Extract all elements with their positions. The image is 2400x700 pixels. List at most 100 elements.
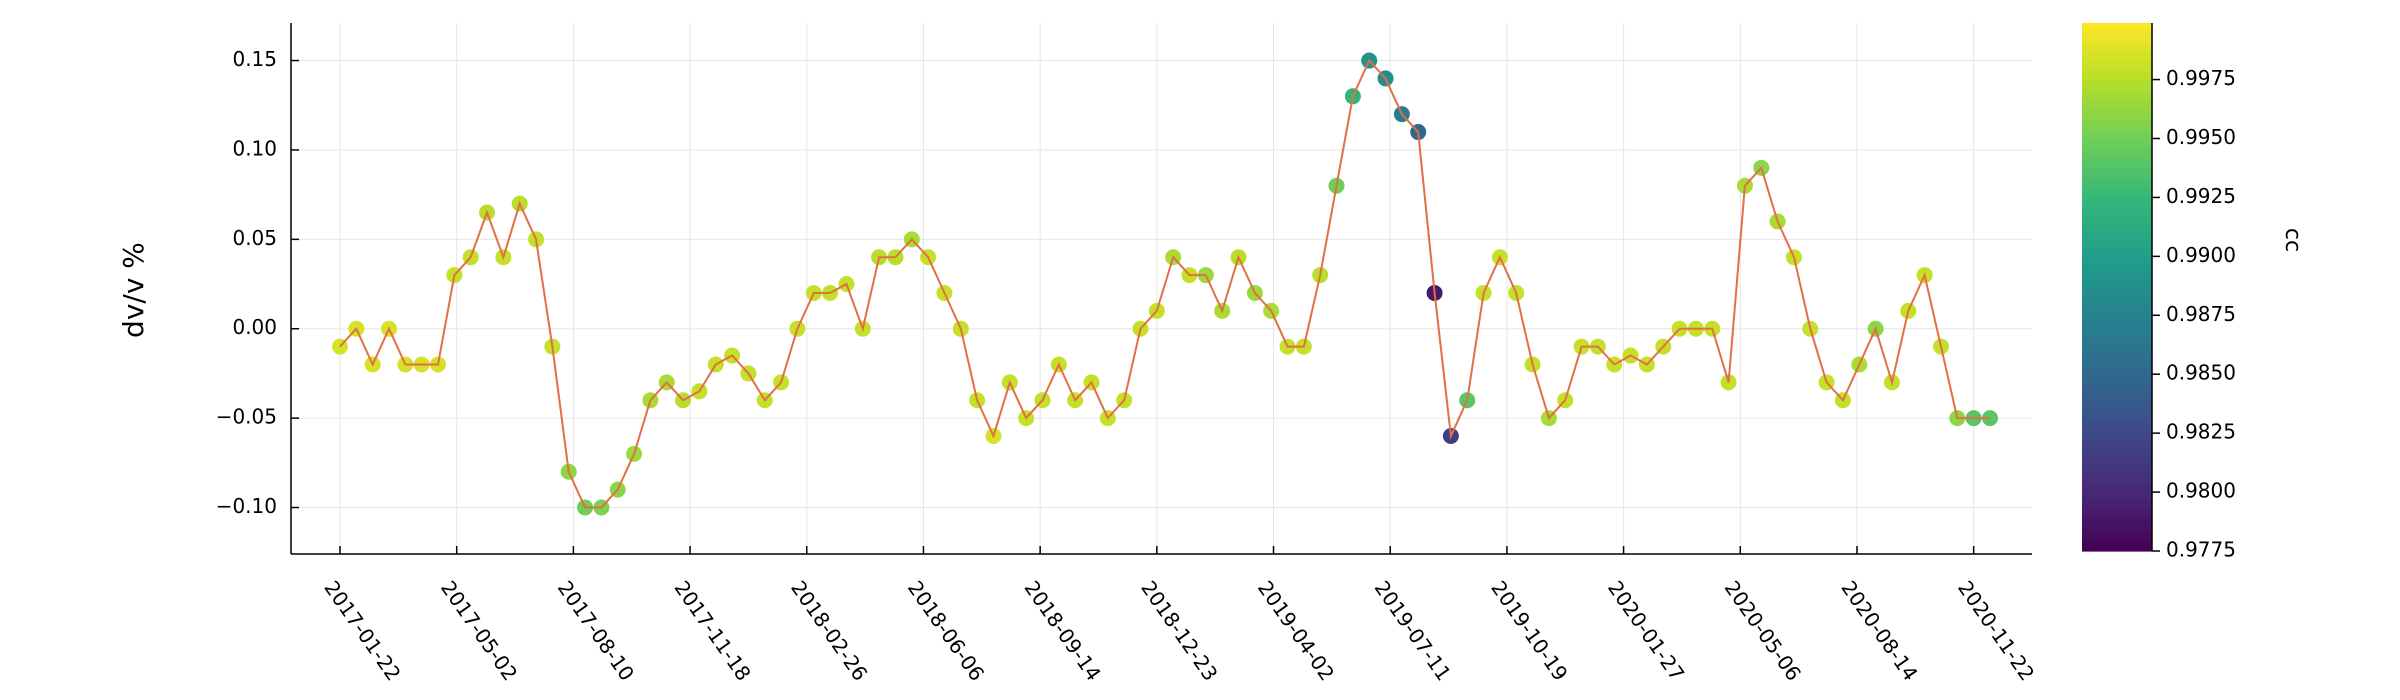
- colorbar-segment: [2082, 58, 2152, 64]
- colorbar-segment: [2082, 75, 2152, 81]
- x-tick-label: 2018-02-26: [786, 576, 872, 685]
- colorbar-segment: [2082, 423, 2152, 429]
- colorbar-segment: [2082, 115, 2152, 121]
- colorbar-segment: [2082, 234, 2152, 240]
- colorbar-segment: [2082, 137, 2152, 143]
- colorbar-segment: [2082, 370, 2152, 376]
- colorbar-segment: [2082, 168, 2152, 174]
- colorbar-segment: [2082, 537, 2152, 543]
- colorbar-segment: [2082, 80, 2152, 86]
- colorbar-tick-label: 0.9800: [2166, 479, 2236, 503]
- colorbar-segment: [2082, 449, 2152, 455]
- colorbar-segment: [2082, 238, 2152, 244]
- colorbar-segment: [2082, 45, 2152, 50]
- colorbar-segment: [2082, 379, 2152, 385]
- y-tick-label: 0.00: [232, 315, 277, 339]
- colorbar-segment: [2082, 348, 2152, 354]
- colorbar-segment: [2082, 471, 2152, 477]
- y-axis-label: dv/v %: [117, 242, 150, 338]
- x-tick-label: 2018-06-06: [903, 576, 989, 685]
- colorbar-segment: [2082, 199, 2152, 204]
- x-tick-label: 2019-07-11: [1370, 576, 1456, 685]
- colorbar-segment: [2082, 265, 2152, 270]
- x-tick-label: 2020-08-14: [1836, 576, 1922, 685]
- colorbar-segment: [2082, 181, 2152, 187]
- colorbar-segment: [2082, 287, 2152, 292]
- colorbar-segment: [2082, 150, 2152, 156]
- colorbar-segment: [2082, 529, 2152, 534]
- colorbar-segment: [2082, 185, 2152, 191]
- colorbar-segment: [2082, 172, 2152, 178]
- colorbar-segment: [2082, 401, 2152, 407]
- colorbar-segment: [2082, 524, 2152, 530]
- colorbar-segment: [2082, 322, 2152, 328]
- colorbar-segment: [2082, 212, 2152, 218]
- x-tick-label: 2020-05-06: [1720, 576, 1806, 685]
- colorbar-segment: [2082, 507, 2152, 512]
- colorbar-tick-label: 0.9900: [2166, 243, 2236, 267]
- colorbar-segment: [2082, 436, 2152, 442]
- colorbar-segment: [2082, 454, 2152, 460]
- colorbar-segment: [2082, 410, 2152, 416]
- y-tick-label: −0.05: [216, 405, 277, 429]
- colorbar-segment: [2082, 295, 2152, 301]
- colorbar-segment: [2082, 489, 2152, 495]
- colorbar-segment: [2082, 269, 2152, 275]
- colorbar-segment: [2082, 225, 2152, 231]
- colorbar-segment: [2082, 93, 2152, 99]
- colorbar-segment: [2082, 282, 2152, 288]
- colorbar-segment: [2082, 67, 2152, 72]
- colorbar-segment: [2082, 89, 2152, 94]
- colorbar-tick-label: 0.9925: [2166, 184, 2236, 208]
- colorbar-segment: [2082, 71, 2152, 77]
- colorbar-tick-label: 0.9950: [2166, 125, 2236, 149]
- colorbar-segment: [2082, 383, 2152, 389]
- colorbar-segment: [2082, 498, 2152, 504]
- colorbar-segment: [2082, 216, 2152, 222]
- colorbar-segment: [2082, 207, 2152, 213]
- colorbar-segment: [2082, 335, 2152, 341]
- colorbar-segment: [2082, 31, 2152, 37]
- x-tick-label: 2019-10-19: [1486, 576, 1572, 685]
- colorbar-segment: [2082, 251, 2152, 257]
- colorbar-segment: [2082, 84, 2152, 90]
- colorbar-segment: [2082, 353, 2152, 358]
- colorbar-segment: [2082, 515, 2152, 521]
- colorbar-tick-label: 0.9975: [2166, 66, 2236, 90]
- colorbar-segment: [2082, 221, 2152, 226]
- colorbar-segment: [2082, 313, 2152, 319]
- colorbar-tick-label: 0.9850: [2166, 361, 2236, 385]
- colorbar-segment: [2082, 414, 2152, 420]
- colorbar-segment: [2082, 366, 2152, 372]
- colorbar-segment: [2082, 256, 2152, 262]
- colorbar-segment: [2082, 260, 2152, 266]
- colorbar-segment: [2082, 546, 2152, 552]
- colorbar-segment: [2082, 190, 2152, 196]
- y-tick-label: −0.10: [216, 494, 277, 518]
- colorbar-segment: [2082, 141, 2152, 147]
- colorbar-segment: [2082, 361, 2152, 367]
- colorbar-tick-label: 0.9775: [2166, 538, 2236, 562]
- colorbar-segment: [2082, 493, 2152, 499]
- colorbar-segment: [2082, 344, 2152, 350]
- colorbar-segment: [2082, 502, 2152, 508]
- colorbar-segment: [2082, 247, 2152, 253]
- colorbar-segment: [2082, 62, 2152, 68]
- colorbar-segment: [2082, 97, 2152, 103]
- colorbar-segment: [2082, 27, 2152, 33]
- colorbar-segment: [2082, 520, 2152, 526]
- y-tick-label: 0.15: [232, 47, 277, 71]
- colorbar-segment: [2082, 542, 2152, 548]
- x-tick-label: 2017-01-22: [319, 576, 405, 685]
- colorbar-segment: [2082, 124, 2152, 130]
- colorbar-tick-label: 0.9875: [2166, 302, 2236, 326]
- colorbar-label: cc: [2280, 228, 2305, 252]
- colorbar-segment: [2082, 357, 2152, 363]
- colorbar-segment: [2082, 480, 2152, 486]
- colorbar-segment: [2082, 533, 2152, 539]
- colorbar-segment: [2082, 40, 2152, 46]
- colorbar-tick-label: 0.9825: [2166, 420, 2236, 444]
- colorbar-segment: [2082, 392, 2152, 398]
- colorbar-segment: [2082, 23, 2152, 28]
